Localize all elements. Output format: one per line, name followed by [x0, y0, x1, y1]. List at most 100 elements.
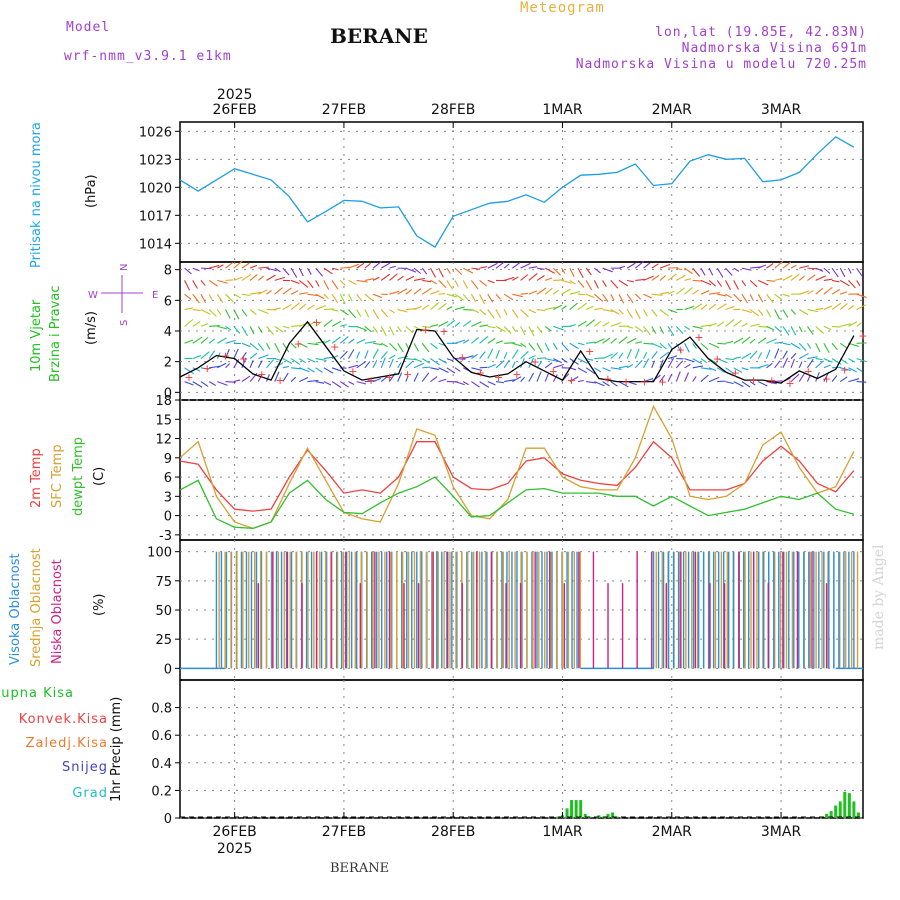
wind-arrow	[299, 292, 308, 295]
wind-arrow	[422, 366, 431, 369]
wind-arrow	[462, 280, 469, 289]
wind-arrow	[266, 374, 270, 382]
wind-arrow	[815, 360, 825, 369]
panel-frame	[179, 399, 864, 541]
wind-arrow	[438, 367, 449, 374]
wind-arrow	[659, 275, 666, 281]
wind-arrow	[684, 278, 692, 281]
wind-arrow	[815, 325, 825, 334]
wind-arrow	[528, 272, 538, 281]
wind-gust-mark: +	[458, 351, 467, 364]
wind-arrow	[446, 293, 457, 298]
wind-arrow	[692, 365, 703, 369]
wind-arrow	[561, 279, 572, 284]
wind-arrow	[544, 267, 555, 274]
wind-arrow	[577, 320, 587, 327]
wind-arrow	[765, 349, 771, 359]
wind-arrow	[815, 358, 823, 361]
wind-arrow	[684, 267, 693, 275]
wind-arrow	[544, 325, 552, 332]
wind-arrow	[479, 266, 488, 269]
wind-arrow	[700, 367, 712, 370]
wind-arrow	[504, 276, 515, 281]
compass-w: W	[88, 290, 98, 301]
wind-arrow	[553, 325, 564, 331]
wind-arrow	[643, 326, 651, 336]
y-tick-label: 12	[155, 433, 172, 448]
bottom-year-label: 2025	[217, 841, 253, 857]
wind-gust-mark: +	[567, 374, 576, 387]
wind-arrow	[807, 274, 816, 281]
wind-arrow	[627, 279, 634, 283]
y-tick-label: 1014	[139, 237, 172, 252]
wind-arrow	[585, 280, 593, 291]
wind-arrow	[217, 325, 228, 330]
wind-arrow	[340, 324, 347, 327]
wind-arrow	[749, 338, 756, 344]
wind-arrow	[602, 293, 609, 303]
wind-arrow	[815, 307, 824, 311]
wind-arrow	[774, 293, 783, 301]
precip-bar	[579, 800, 583, 818]
wind-arrow	[593, 280, 599, 289]
wind-arrow	[495, 309, 502, 319]
wind-arrow	[602, 321, 610, 327]
wind-gust-mark: +	[421, 323, 430, 336]
wind-gust-mark: +	[257, 368, 266, 381]
wind-arrow	[585, 293, 595, 299]
wind-arrow	[823, 364, 831, 369]
wind-arrow	[389, 342, 398, 352]
wind-gust-mark: +	[476, 366, 485, 379]
wind-arrow	[298, 279, 309, 288]
wind-arrow	[216, 293, 224, 303]
wind-arrow	[339, 280, 346, 286]
wind-arrow	[274, 371, 280, 382]
wind-arrow	[479, 381, 490, 388]
wind-arrow	[307, 379, 319, 383]
wind-arrow	[208, 381, 217, 386]
wind-arrow	[717, 342, 726, 345]
wind-arrow	[299, 358, 306, 364]
wind-gust-mark: +	[312, 316, 321, 329]
wind-arrow	[651, 293, 663, 296]
precip-bar	[852, 801, 856, 818]
y-tick-label: 0.6	[151, 729, 172, 744]
wind-arrow	[790, 273, 800, 281]
wind-arrow	[372, 348, 379, 359]
wind-arrow	[372, 276, 380, 281]
wind-arrow	[774, 278, 783, 281]
wind-arrow	[282, 358, 293, 364]
wind-arrow	[741, 293, 748, 304]
y-tick-label: 75	[155, 575, 172, 590]
wind-arrow	[266, 274, 276, 281]
y-tick-label: 18	[155, 394, 172, 409]
wind-arrow	[512, 293, 523, 298]
wind-arrow	[717, 293, 727, 297]
wind-arrow	[733, 381, 744, 388]
wind-arrow	[282, 267, 290, 276]
wind-arrow	[839, 342, 847, 349]
wind-arrow	[831, 267, 839, 278]
wind-arrow	[479, 309, 487, 316]
wind-arrow	[692, 358, 703, 365]
wind-arrow	[790, 264, 797, 269]
wind-arrow	[667, 357, 674, 369]
wind-arrow	[774, 309, 781, 320]
wind-arrow	[733, 367, 743, 373]
wind-arrow	[241, 262, 250, 269]
wind-gust-mark: +	[694, 331, 703, 344]
wind-arrow	[766, 279, 776, 282]
wind-arrow	[749, 323, 760, 327]
wind-arrow	[290, 279, 300, 285]
wind-arrow	[257, 373, 263, 382]
wind-arrow	[323, 267, 333, 275]
wind-arrow	[258, 289, 268, 295]
wind-arrow	[684, 364, 691, 369]
wind-arrow	[790, 352, 797, 359]
wind-arrow	[536, 371, 542, 382]
wind-arrow	[315, 381, 325, 384]
wind-arrow	[782, 357, 789, 369]
wind-arrow	[807, 356, 818, 360]
precip-bar	[829, 811, 833, 818]
wind-arrow	[471, 367, 483, 371]
